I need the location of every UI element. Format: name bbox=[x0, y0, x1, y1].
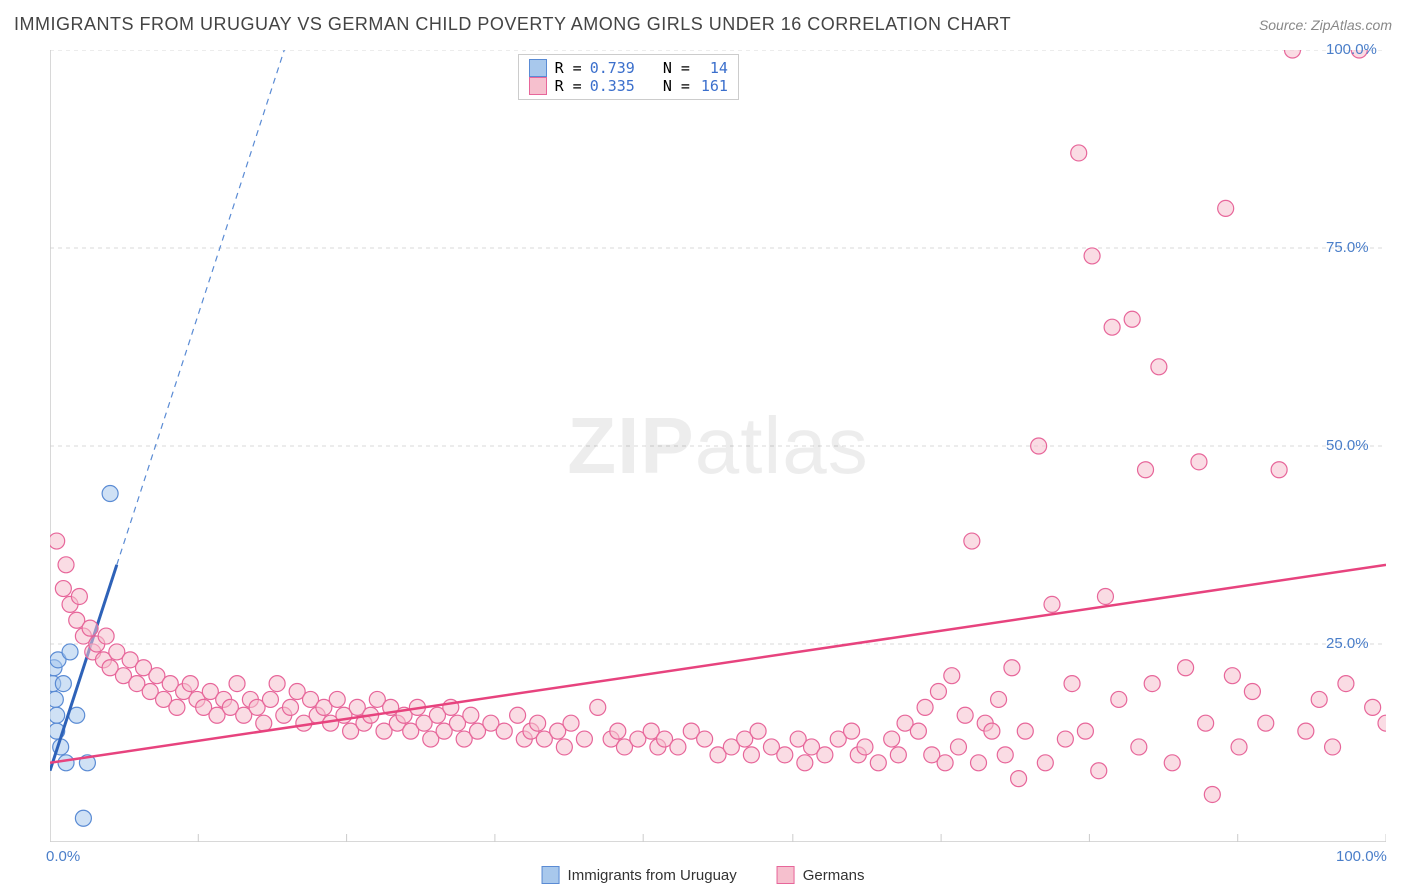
series-swatch bbox=[529, 59, 547, 77]
series-legend: Immigrants from Uruguay Germans bbox=[542, 866, 865, 884]
chart-header: IMMIGRANTS FROM URUGUAY VS GERMAN CHILD … bbox=[14, 14, 1392, 35]
stat-r-value: 0.739 bbox=[590, 59, 635, 77]
legend-label: Immigrants from Uruguay bbox=[568, 867, 737, 884]
axis-tick-label: 25.0% bbox=[1326, 635, 1369, 652]
legend-swatch bbox=[777, 866, 795, 884]
legend-item: Immigrants from Uruguay bbox=[542, 866, 737, 884]
stat-n-value: 161 bbox=[698, 77, 728, 95]
axis-tick-label: 100.0% bbox=[1326, 41, 1377, 58]
legend-label: Germans bbox=[803, 867, 865, 884]
plot-area: ZIPatlas R =0.739N =14R =0.335N =161 25.… bbox=[50, 50, 1386, 842]
axis-tick-label: 100.0% bbox=[1336, 848, 1387, 865]
stat-n-label: N = bbox=[663, 77, 690, 95]
stats-row: R = 0.335 N = 161 bbox=[529, 77, 728, 95]
stat-n-label: N = bbox=[663, 59, 690, 77]
chart-title: IMMIGRANTS FROM URUGUAY VS GERMAN CHILD … bbox=[14, 14, 1011, 35]
axis-tick-label: 50.0% bbox=[1326, 437, 1369, 454]
legend-swatch bbox=[542, 866, 560, 884]
stat-r-value: 0.335 bbox=[590, 77, 635, 95]
series-swatch bbox=[529, 77, 547, 95]
stats-legend-box: R = 0.739 N = 14 R = 0.335 N = 161 bbox=[518, 54, 739, 100]
stats-row: R = 0.739 N = 14 bbox=[529, 59, 728, 77]
axis-tick-label: 0.0% bbox=[46, 848, 80, 865]
legend-item: Germans bbox=[777, 866, 865, 884]
scatter-chart bbox=[50, 50, 1386, 842]
stat-r-label: R = bbox=[555, 77, 582, 95]
stat-r-label: R = bbox=[555, 59, 582, 77]
chart-source: Source: ZipAtlas.com bbox=[1259, 17, 1392, 33]
stat-n-value: 14 bbox=[698, 59, 728, 77]
axis-tick-label: 75.0% bbox=[1326, 239, 1369, 256]
